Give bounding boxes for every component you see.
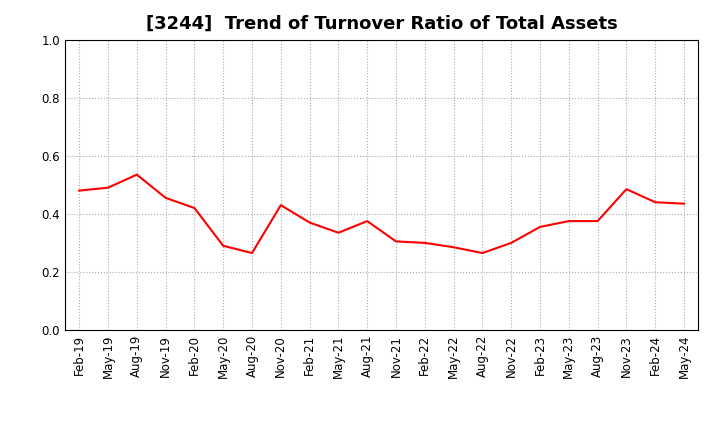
Title: [3244]  Trend of Turnover Ratio of Total Assets: [3244] Trend of Turnover Ratio of Total … (145, 15, 618, 33)
